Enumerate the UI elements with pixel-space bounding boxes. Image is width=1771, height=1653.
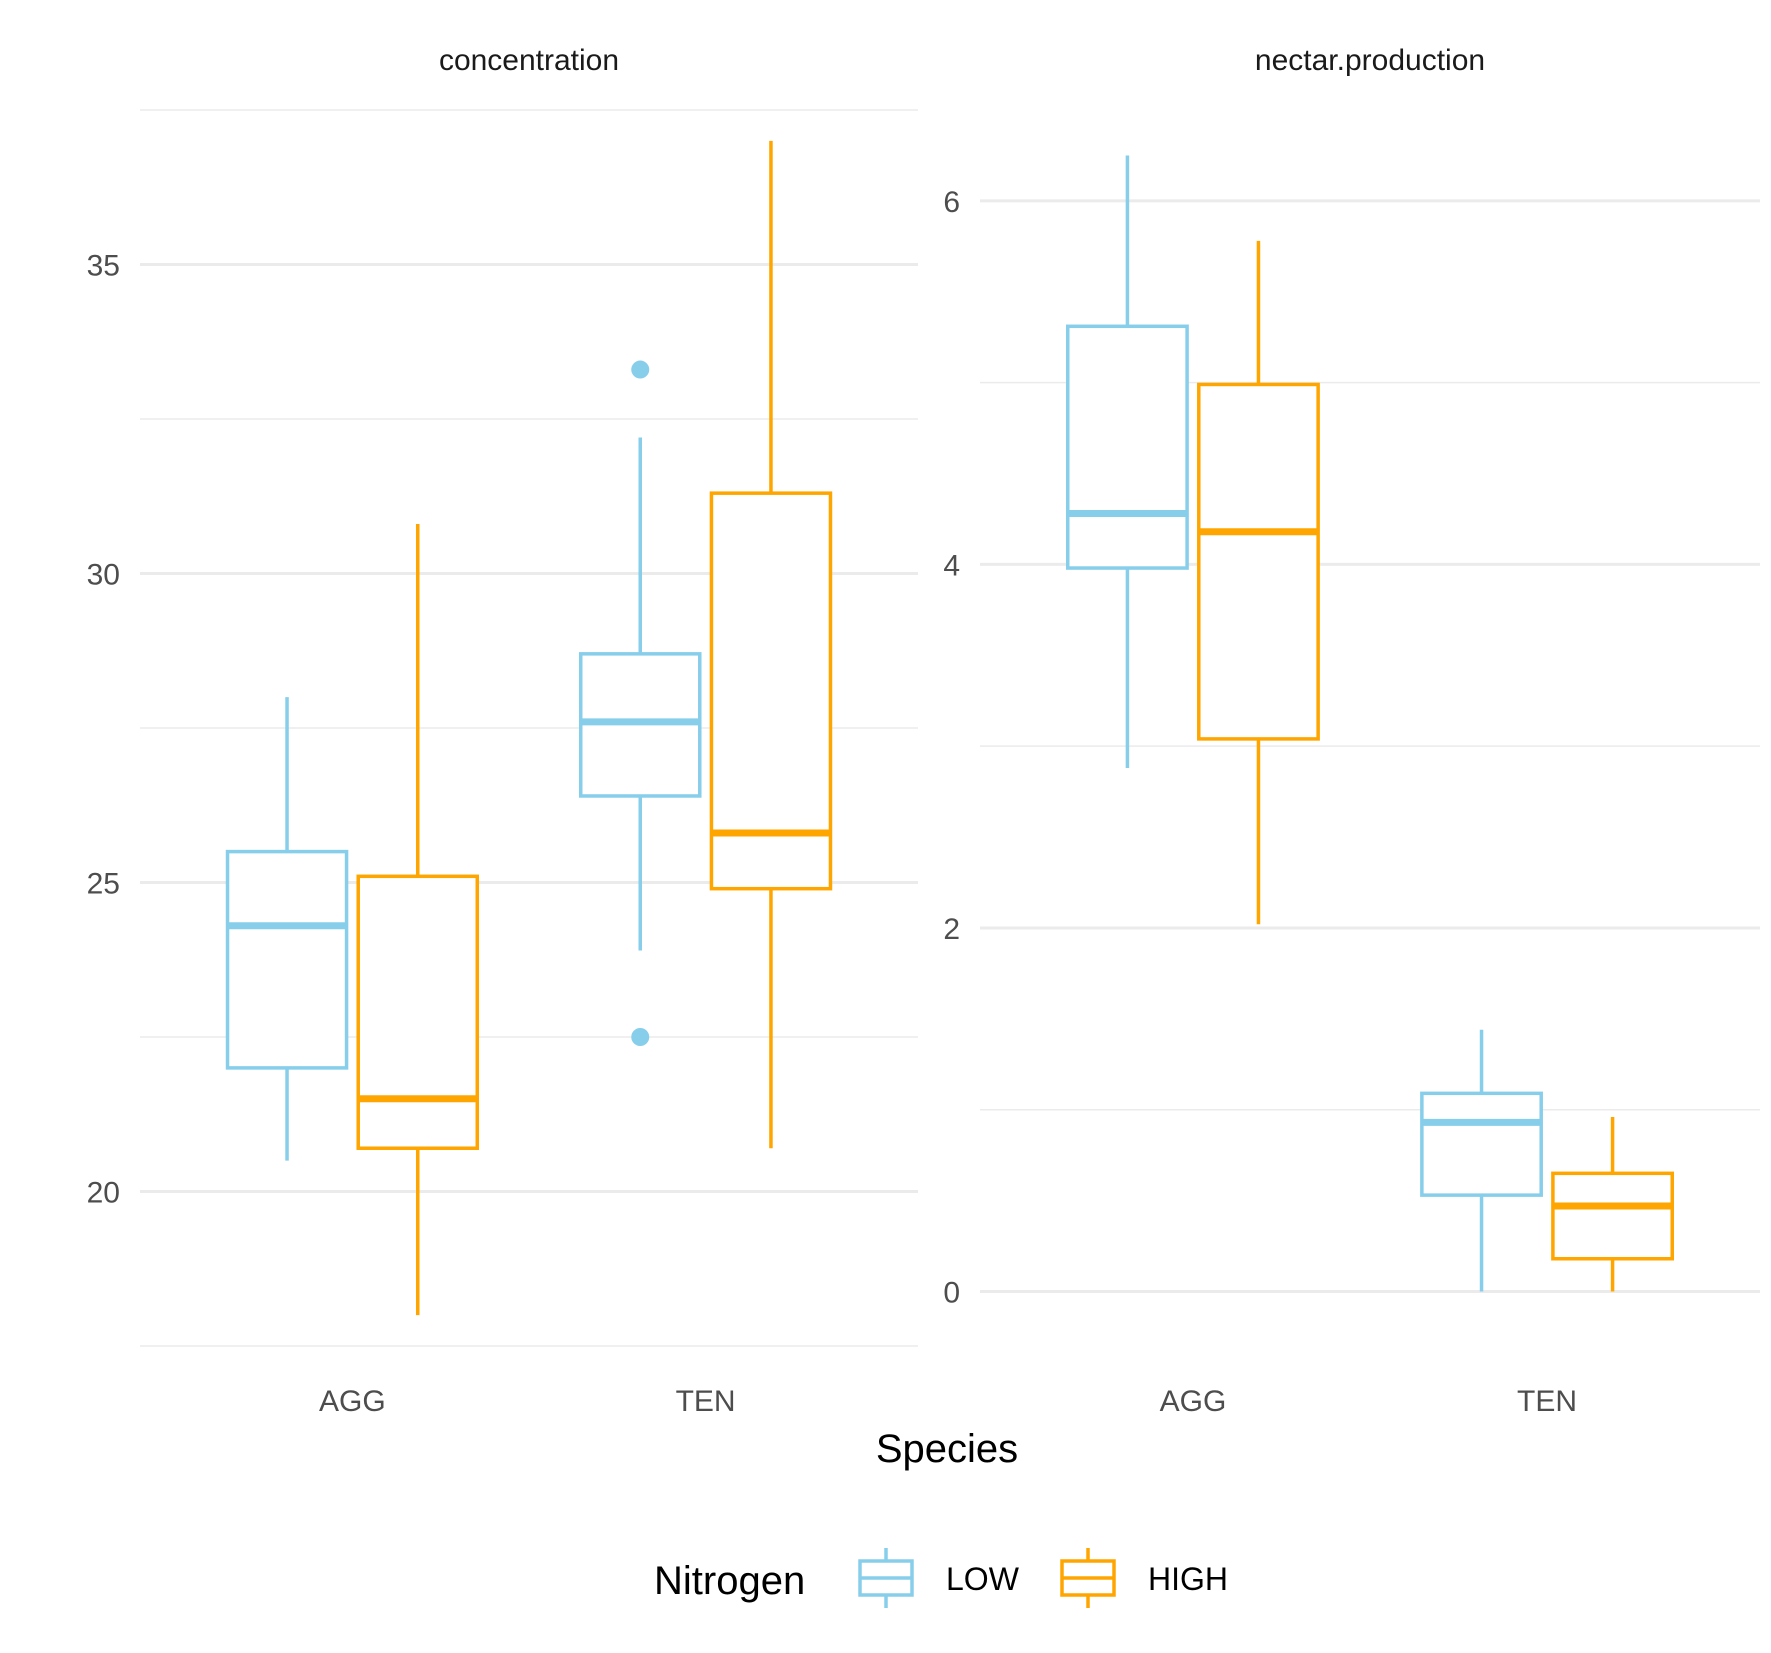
y-tick-label: 4 [943,549,960,582]
box-high-agg [1197,240,1320,925]
iqr-box [709,491,833,891]
box-high-ten [709,140,833,1149]
y-tick-label: 2 [943,913,960,946]
outlier-point [631,360,650,379]
legend: Nitrogen LOW HIGH [654,1548,1228,1608]
x-tick-label: AGG [319,1385,386,1418]
strip-label: concentration [439,44,619,77]
legend-key [1060,1548,1116,1608]
legend-entry-low: LOW [858,1548,1020,1608]
y-tick-label: 30 [87,559,120,592]
y-tick-label: 25 [87,868,120,901]
iqr-box [1197,382,1320,741]
box-high-ten [1551,1116,1675,1292]
y-tick-label: 6 [943,186,960,219]
box-low-ten [578,360,702,1046]
legend-entry-high: HIGH [1060,1548,1228,1608]
iqr-box [1066,324,1189,570]
box-low-agg [1066,155,1189,768]
panel-1: concentration 20 25 30 35 AGG TEN [87,44,918,1418]
x-axis-title: Species [876,1427,1018,1471]
legend-label: HIGH [1148,1561,1228,1597]
box-low-agg [225,697,349,1161]
y-tick-label: 0 [943,1276,960,1309]
x-tick-label: AGG [1160,1385,1227,1418]
legend-key [858,1548,914,1608]
panel-2: nectar.production 0 2 4 6 AGG TEN [943,44,1760,1418]
box-low-ten [1420,1029,1543,1292]
iqr-box [225,849,349,1070]
iqr-box [356,874,480,1150]
x-tick-label: TEN [676,1385,736,1418]
legend-title: Nitrogen [654,1559,805,1603]
strip-label: nectar.production [1255,44,1485,77]
legend-label: LOW [946,1561,1020,1597]
box-high-agg [356,524,480,1316]
outlier-point [631,1028,650,1046]
legend-entries: LOW HIGH [858,1548,1228,1608]
y-tick-label: 35 [87,250,120,283]
y-tick-label: 20 [87,1177,120,1210]
iqr-box [1420,1091,1543,1197]
iqr-box [1551,1171,1675,1261]
x-tick-label: TEN [1517,1385,1577,1418]
